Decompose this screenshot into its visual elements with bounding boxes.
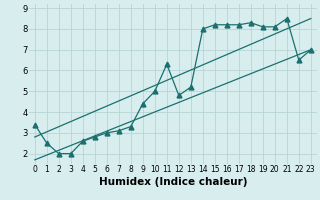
X-axis label: Humidex (Indice chaleur): Humidex (Indice chaleur)	[99, 177, 247, 187]
